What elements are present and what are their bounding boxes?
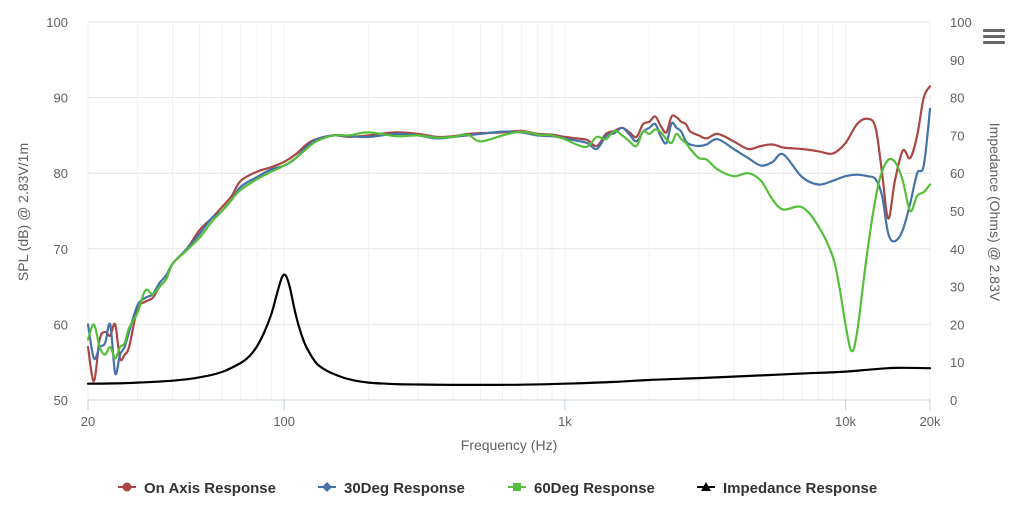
legend-marker-triangle [701, 482, 711, 491]
legend-marker-circle [122, 482, 132, 492]
legend: On Axis Response 30Deg Response 60Deg Resp… [118, 480, 877, 497]
y2-tick-label: 80 [950, 91, 964, 106]
y2-tick-label: 70 [950, 128, 964, 143]
legend-marker-square [513, 483, 521, 491]
y2-tick-label: 20 [950, 317, 964, 332]
legend-label: 30Deg Response [344, 480, 465, 497]
y-tick-label: 100 [46, 15, 68, 30]
y-axis-title: SPL (dB) @ 2.83V/1m [15, 143, 31, 281]
legend-label: On Axis Response [144, 480, 276, 497]
y2-tick-label: 10 [950, 355, 964, 370]
y2-axis-title: Impedance (Ohms) @ 2.83V [987, 123, 1003, 302]
hamburger-menu-icon [983, 29, 1005, 32]
x-axis-title: Frequency (Hz) [461, 437, 557, 453]
x-tick-label: 10k [835, 414, 856, 429]
x-tick-label: 20 [81, 414, 95, 429]
legend-label: 60Deg Response [534, 480, 655, 497]
series-line-impedance-response [86, 273, 932, 386]
y2-tick-label: 50 [950, 204, 964, 219]
y2-tick-label: 60 [950, 166, 964, 181]
y2-tick-label: 90 [950, 53, 964, 68]
axis-labels: Frequency (Hz) SPL (dB) @ 2.83V/1m Imped… [15, 123, 1003, 453]
series-lines [86, 85, 932, 386]
hamburger-menu-icon-line [983, 35, 1005, 38]
hamburger-menu-icon-line [983, 41, 1005, 44]
grid-lines [87, 21, 931, 401]
x-tick-label: 100 [273, 414, 295, 429]
legend-marker-diamond [322, 482, 332, 492]
chart-menu-button[interactable] [980, 26, 1008, 50]
x-tick-label: 1k [558, 414, 572, 429]
y2-tick-label: 0 [950, 393, 957, 408]
y-tick-label: 60 [54, 317, 68, 332]
y-tick-label: 50 [54, 393, 68, 408]
x-tick-label: 20k [920, 414, 941, 429]
y2-tick-label: 30 [950, 280, 964, 295]
y2-tick-label: 100 [950, 15, 972, 30]
series-line-60deg-response [86, 128, 932, 360]
y2-tick-label: 40 [950, 242, 964, 257]
axes: 20 100 1k 10k 20k 50 60 70 80 90 100 0 10 20 30 40 50 60 7… [46, 15, 971, 429]
y-tick-label: 80 [54, 166, 68, 181]
y-tick-label: 90 [54, 91, 68, 106]
legend-label: Impedance Response [723, 480, 877, 497]
y-tick-label: 70 [54, 242, 68, 257]
